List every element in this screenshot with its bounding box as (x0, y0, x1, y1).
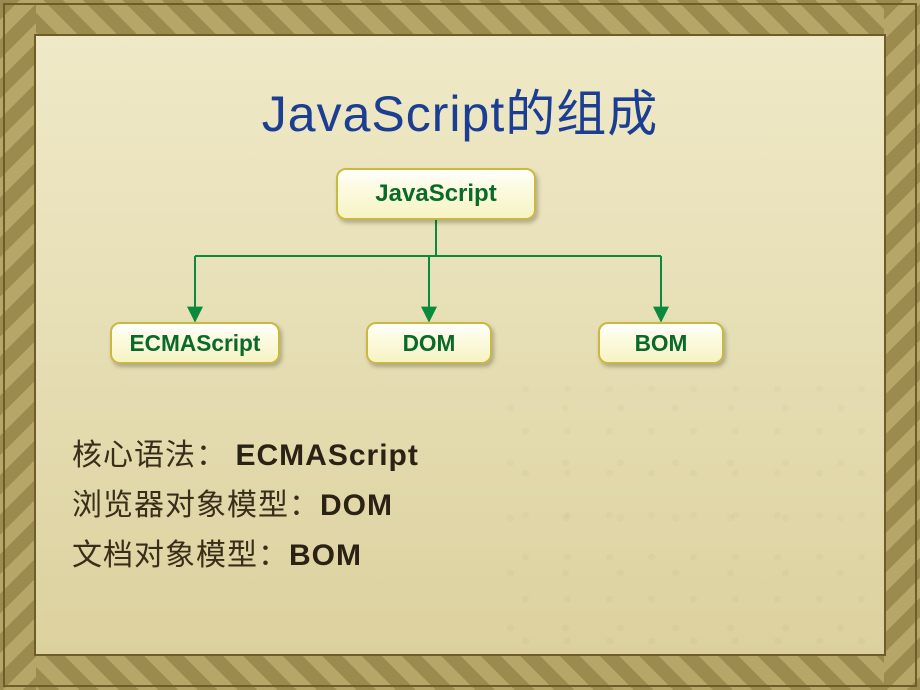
description-line-1: 核心语法： ECMAScript (72, 430, 419, 474)
diagram-node-dom: DOM (366, 322, 492, 364)
description-bold: ECMAScript (236, 439, 419, 472)
slide-border-bottom (0, 654, 920, 690)
diagram-node-bom: BOM (598, 322, 724, 364)
description-line-3: 文档对象模型：BOM (72, 530, 362, 574)
description-bold: DOM (320, 489, 393, 522)
description-prefix: 文档对象模型： (72, 539, 289, 572)
slide-canvas: JavaScript的组成 JavaScript ECMAScript DOM … (36, 36, 884, 654)
slide-title: JavaScript的组成 (36, 74, 884, 146)
description-prefix: 浏览器对象模型： (72, 489, 320, 522)
slide-border-top (0, 0, 920, 36)
diagram-node-root: JavaScript (336, 168, 536, 220)
description-bold: BOM (289, 539, 362, 572)
diagram-node-ecmascript: ECMAScript (110, 322, 280, 364)
description-prefix: 核心语法： (72, 439, 236, 472)
slide-border-right (884, 0, 920, 690)
slide-border-left (0, 0, 36, 690)
description-line-2: 浏览器对象模型：DOM (72, 480, 393, 524)
